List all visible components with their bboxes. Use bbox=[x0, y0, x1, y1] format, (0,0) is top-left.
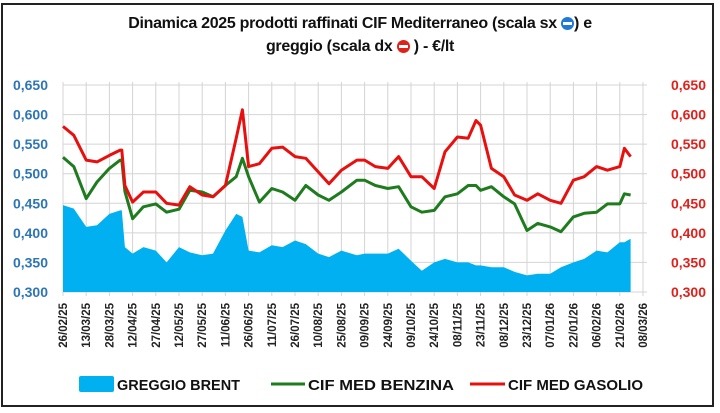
chart-frame bbox=[1, 3, 714, 407]
x-tick-label: 26/06/25 bbox=[244, 302, 256, 347]
x-tick-label: 23/12/25 bbox=[522, 302, 534, 347]
title-line-2: greggio (scala dx bbox=[265, 38, 393, 55]
x-tick-label: 25/08/25 bbox=[336, 302, 348, 347]
right-tick-label: 0,600 bbox=[671, 107, 706, 123]
x-axis: 26/02/25 13/03/25 28/03/25 12/04/25 27/04/25… bbox=[58, 302, 650, 347]
left-arrow-icon bbox=[561, 17, 575, 30]
x-tick-label: 27/05/25 bbox=[197, 302, 209, 347]
left-tick-label: 0,500 bbox=[13, 166, 48, 182]
left-tick-label: 0,600 bbox=[13, 107, 48, 123]
x-tick-label: 24/09/25 bbox=[383, 302, 395, 347]
right-tick-label: 0,550 bbox=[671, 136, 706, 152]
x-tick-label: 08/12/25 bbox=[499, 302, 511, 347]
x-tick-label: 06/02/26 bbox=[592, 303, 604, 348]
chart-title: Dinamica 2025 prodotti raffinati CIF Med… bbox=[0, 12, 720, 58]
x-tick-label: 11/07/25 bbox=[267, 302, 279, 347]
title-line-2-end: ) - €/lt bbox=[413, 38, 455, 55]
legend: GREGGIO BRENT CIF MED BENZINA CIF MED GASO… bbox=[79, 376, 643, 394]
title-line-1-end: ) e bbox=[574, 15, 592, 32]
x-tick-label: 21/02/26 bbox=[615, 303, 627, 348]
left-axis: 0,300 0,350 0,400 0,450 0,500 0,550 0,600 0,650 bbox=[13, 77, 48, 300]
x-tick-label: 12/05/25 bbox=[174, 302, 186, 347]
x-tick-label: 26/07/25 bbox=[290, 302, 302, 347]
right-tick-label: 0,400 bbox=[671, 225, 706, 241]
legend-label: CIF MED BENZINA bbox=[308, 377, 454, 394]
right-arrow-icon bbox=[396, 40, 410, 53]
left-tick-label: 0,650 bbox=[13, 77, 48, 93]
right-tick-label: 0,650 bbox=[671, 77, 706, 93]
left-tick-label: 0,300 bbox=[13, 284, 48, 300]
brent-area bbox=[62, 204, 631, 292]
x-tick-label: 07/01/26 bbox=[545, 303, 557, 348]
x-tick-label: 23/11/25 bbox=[476, 302, 488, 347]
x-tick-label: 24/10/25 bbox=[429, 302, 441, 347]
right-tick-label: 0,300 bbox=[671, 284, 706, 300]
x-tick-label: 09/10/25 bbox=[406, 302, 418, 347]
x-tick-label: 22/01/26 bbox=[568, 303, 580, 348]
x-tick-label: 09/09/25 bbox=[360, 302, 372, 347]
right-tick-label: 0,350 bbox=[671, 254, 706, 270]
right-tick-label: 0,450 bbox=[671, 195, 706, 211]
x-tick-label: 12/04/25 bbox=[128, 302, 140, 347]
legend-label: GREGGIO BRENT bbox=[117, 377, 240, 394]
title-line-1: Dinamica 2025 prodotti raffinati CIF Med… bbox=[128, 15, 557, 32]
left-tick-label: 0,350 bbox=[13, 254, 48, 270]
brent-area-path bbox=[63, 205, 631, 292]
x-tick-label: 13/03/25 bbox=[81, 302, 93, 347]
x-tick-label: 08/03/26 bbox=[638, 303, 650, 348]
x-tick-label: 27/04/25 bbox=[151, 302, 163, 347]
series-lines bbox=[62, 108, 632, 234]
left-tick-label: 0,450 bbox=[13, 195, 48, 211]
x-tick-label: 26/02/25 bbox=[58, 302, 70, 347]
legend-label: CIF MED GASOLIO bbox=[508, 377, 643, 394]
x-tick-label: 28/03/25 bbox=[104, 302, 116, 347]
right-axis: 0,300 0,350 0,400 0,450 0,500 0,550 0,600 0,650 bbox=[671, 77, 706, 300]
x-tick-label: 11/06/25 bbox=[220, 302, 232, 347]
x-tick-label: 10/08/25 bbox=[313, 302, 325, 347]
left-tick-label: 0,550 bbox=[13, 136, 48, 152]
cif-med-gasolio-line bbox=[62, 108, 632, 207]
x-tick-label: 08/11/25 bbox=[452, 302, 464, 347]
left-tick-label: 0,400 bbox=[13, 225, 48, 241]
right-tick-label: 0,500 bbox=[671, 166, 706, 182]
legend-swatch bbox=[79, 376, 114, 392]
